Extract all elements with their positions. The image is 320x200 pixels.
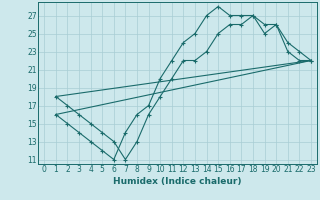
X-axis label: Humidex (Indice chaleur): Humidex (Indice chaleur) — [113, 177, 242, 186]
